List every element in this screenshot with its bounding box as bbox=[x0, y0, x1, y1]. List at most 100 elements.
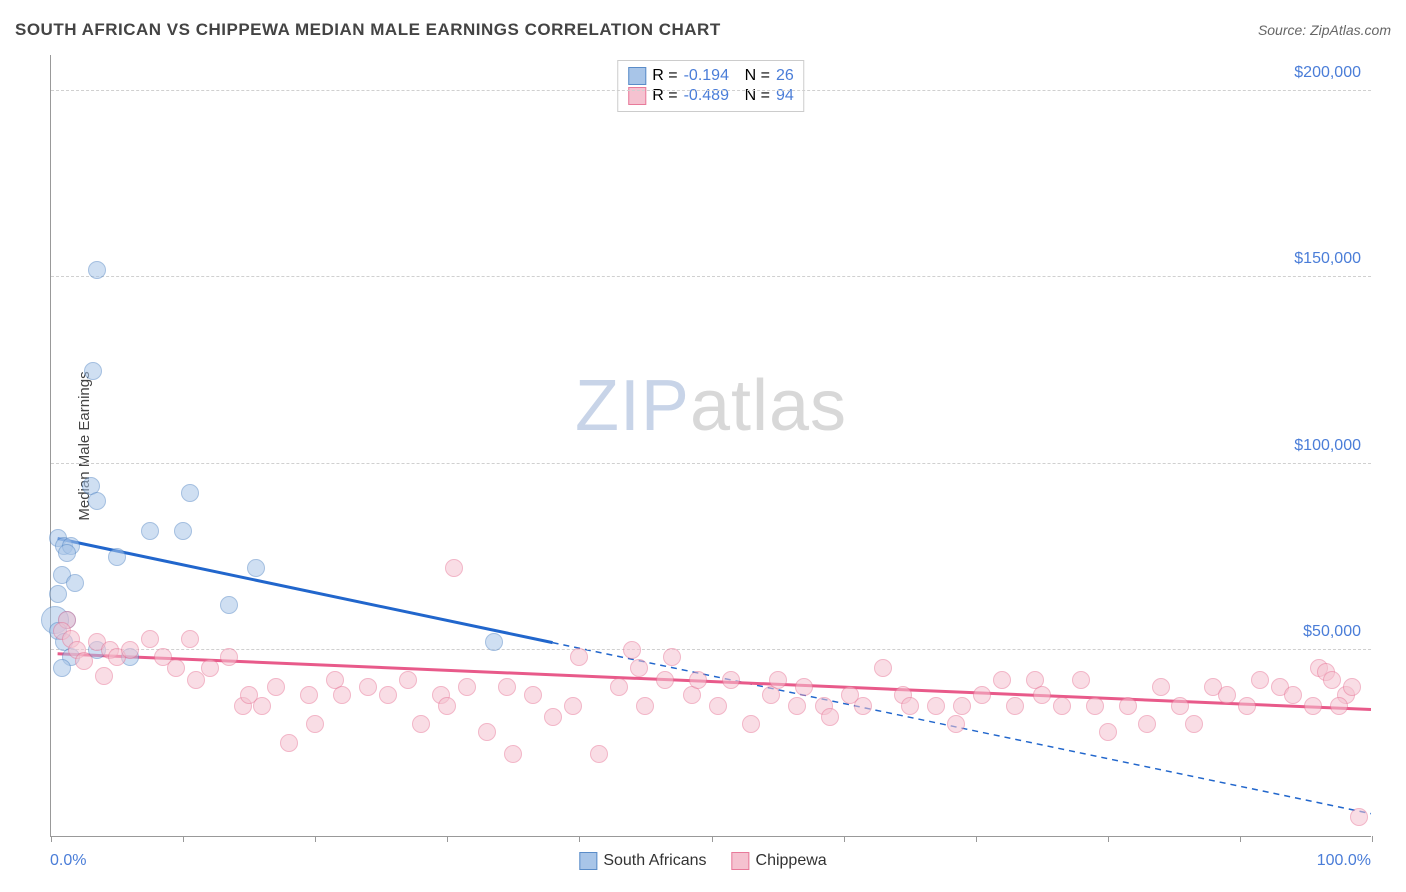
data-point bbox=[49, 585, 67, 603]
data-point bbox=[167, 659, 185, 677]
series-name-sa: South Africans bbox=[603, 852, 706, 870]
data-point bbox=[1006, 697, 1024, 715]
data-point bbox=[333, 686, 351, 704]
swatch-sa-bottom bbox=[579, 852, 597, 870]
data-point bbox=[458, 678, 476, 696]
x-tick bbox=[315, 836, 316, 842]
data-point bbox=[478, 723, 496, 741]
data-point bbox=[953, 697, 971, 715]
x-tick bbox=[712, 836, 713, 842]
data-point bbox=[564, 697, 582, 715]
data-point bbox=[769, 671, 787, 689]
y-tick-label: $100,000 bbox=[1294, 437, 1361, 455]
chart-title: SOUTH AFRICAN VS CHIPPEWA MEDIAN MALE EA… bbox=[15, 20, 721, 40]
data-point bbox=[1350, 808, 1368, 826]
swatch-sa bbox=[628, 67, 646, 85]
data-point bbox=[75, 652, 93, 670]
r-value-sa: -0.194 bbox=[684, 67, 739, 85]
data-point bbox=[788, 697, 806, 715]
data-point bbox=[1171, 697, 1189, 715]
data-point bbox=[993, 671, 1011, 689]
watermark: ZIPatlas bbox=[575, 365, 847, 447]
watermark-zip: ZIP bbox=[575, 366, 690, 446]
data-point bbox=[709, 697, 727, 715]
data-point bbox=[1185, 715, 1203, 733]
r-label: R = bbox=[652, 67, 677, 85]
plot-area: ZIPatlas R = -0.194 N = 26 R = -0.489 N … bbox=[50, 55, 1371, 837]
x-tick bbox=[447, 836, 448, 842]
data-point bbox=[610, 678, 628, 696]
data-point bbox=[88, 492, 106, 510]
data-point bbox=[174, 522, 192, 540]
y-tick-label: $150,000 bbox=[1294, 250, 1361, 268]
data-point bbox=[973, 686, 991, 704]
data-point bbox=[108, 548, 126, 566]
data-point bbox=[399, 671, 417, 689]
data-point bbox=[280, 734, 298, 752]
data-point bbox=[570, 648, 588, 666]
data-point bbox=[53, 659, 71, 677]
x-tick bbox=[844, 836, 845, 842]
swatch-ch-bottom bbox=[732, 852, 750, 870]
data-point bbox=[623, 641, 641, 659]
x-tick bbox=[1372, 836, 1373, 842]
data-point bbox=[359, 678, 377, 696]
gridline bbox=[51, 276, 1371, 277]
data-point bbox=[1218, 686, 1236, 704]
series-name-ch: Chippewa bbox=[756, 852, 827, 870]
data-point bbox=[656, 671, 674, 689]
data-point bbox=[220, 648, 238, 666]
data-point bbox=[141, 522, 159, 540]
data-point bbox=[181, 484, 199, 502]
data-point bbox=[95, 667, 113, 685]
data-point bbox=[412, 715, 430, 733]
y-tick-label: $200,000 bbox=[1294, 64, 1361, 82]
data-point bbox=[485, 633, 503, 651]
data-point bbox=[630, 659, 648, 677]
chart-container: SOUTH AFRICAN VS CHIPPEWA MEDIAN MALE EA… bbox=[0, 0, 1406, 892]
data-point bbox=[504, 745, 522, 763]
data-point bbox=[590, 745, 608, 763]
data-point bbox=[1304, 697, 1322, 715]
data-point bbox=[901, 697, 919, 715]
data-point bbox=[821, 708, 839, 726]
watermark-atlas: atlas bbox=[690, 366, 847, 446]
data-point bbox=[874, 659, 892, 677]
data-point bbox=[1152, 678, 1170, 696]
data-point bbox=[253, 697, 271, 715]
legend-item-sa: South Africans bbox=[579, 852, 706, 870]
data-point bbox=[445, 559, 463, 577]
data-point bbox=[220, 596, 238, 614]
data-point bbox=[947, 715, 965, 733]
data-point bbox=[1284, 686, 1302, 704]
data-point bbox=[88, 261, 106, 279]
data-point bbox=[544, 708, 562, 726]
data-point bbox=[1238, 697, 1256, 715]
data-point bbox=[1330, 697, 1348, 715]
data-point bbox=[663, 648, 681, 666]
n-label: N = bbox=[745, 67, 770, 85]
correlation-legend: R = -0.194 N = 26 R = -0.489 N = 94 bbox=[617, 60, 804, 112]
data-point bbox=[121, 641, 139, 659]
x-tick bbox=[183, 836, 184, 842]
data-point bbox=[927, 697, 945, 715]
x-tick bbox=[1108, 836, 1109, 842]
data-point bbox=[84, 362, 102, 380]
n-value-sa: 26 bbox=[776, 67, 794, 85]
data-point bbox=[438, 697, 456, 715]
x-tick bbox=[1240, 836, 1241, 842]
data-point bbox=[1323, 671, 1341, 689]
data-point bbox=[1251, 671, 1269, 689]
x-max-label: 100.0% bbox=[1317, 852, 1371, 870]
data-point bbox=[1119, 697, 1137, 715]
gridline bbox=[51, 649, 1371, 650]
data-point bbox=[689, 671, 707, 689]
data-point bbox=[141, 630, 159, 648]
x-tick bbox=[579, 836, 580, 842]
data-point bbox=[58, 544, 76, 562]
series-legend: South Africans Chippewa bbox=[579, 852, 826, 870]
trend-lines bbox=[51, 55, 1371, 836]
data-point bbox=[854, 697, 872, 715]
data-point bbox=[1138, 715, 1156, 733]
data-point bbox=[1053, 697, 1071, 715]
